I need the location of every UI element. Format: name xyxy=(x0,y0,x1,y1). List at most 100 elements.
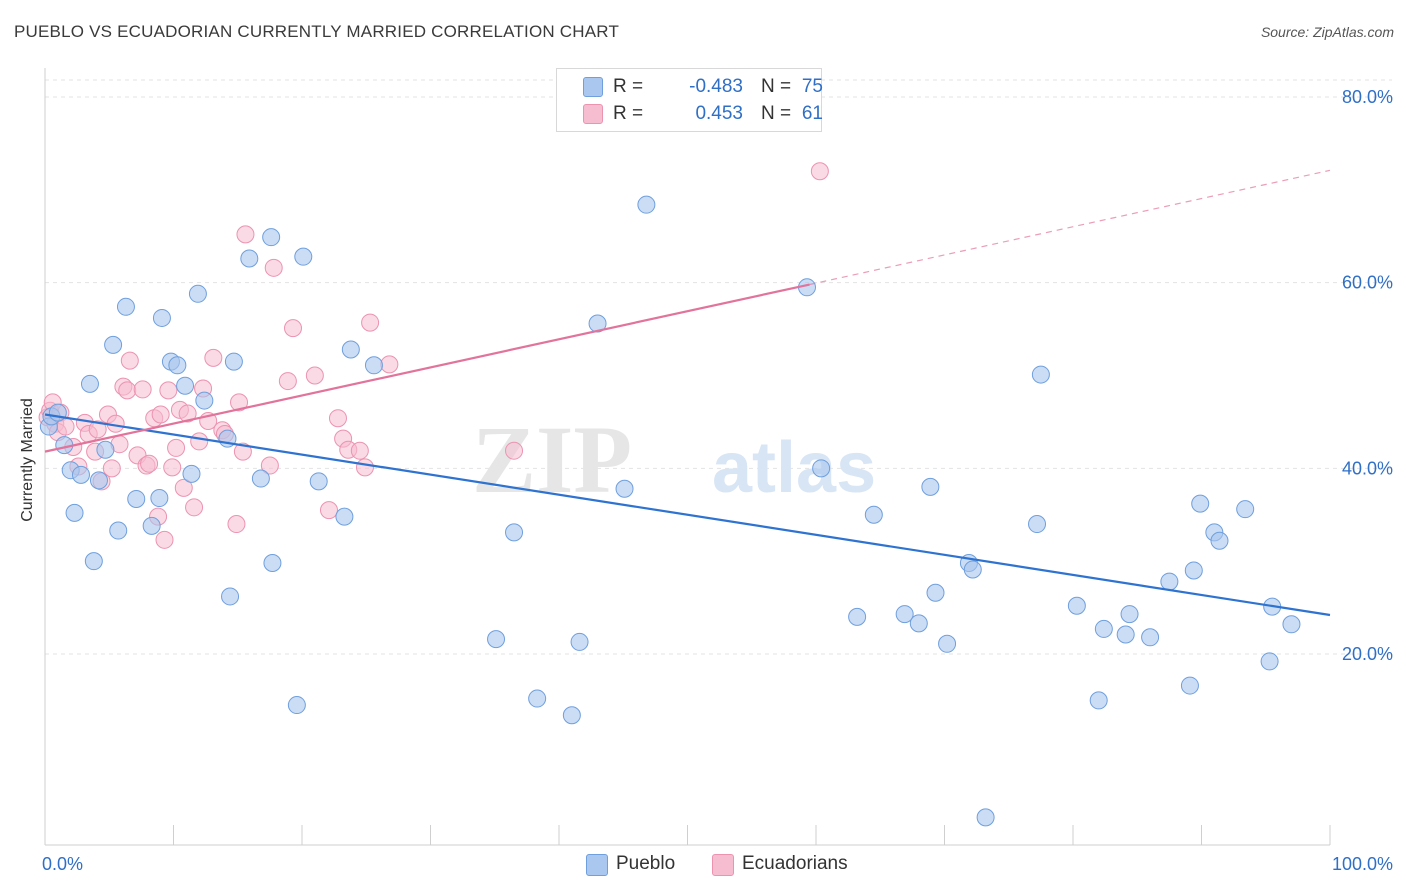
pueblo-point xyxy=(570,632,589,651)
pueblo-point xyxy=(1236,500,1255,519)
pueblo-point xyxy=(263,554,282,573)
pueblo-point xyxy=(938,634,957,653)
pueblo-point xyxy=(615,479,634,498)
chart-title: PUEBLO VS ECUADORIAN CURRENTLY MARRIED C… xyxy=(14,22,620,41)
pueblo-point xyxy=(188,284,207,303)
pueblo-point xyxy=(1089,691,1108,710)
r-value: -0.483 xyxy=(689,76,743,97)
ecuadorian-point xyxy=(167,438,186,457)
ecuadorian-point xyxy=(260,456,279,475)
watermark-zip: ZIP xyxy=(472,406,632,513)
pueblo-point xyxy=(80,374,99,393)
series-legend: Pueblo Ecuadorians xyxy=(0,852,1406,878)
pueblo-point xyxy=(127,489,146,508)
pueblo-point xyxy=(224,352,243,371)
r-value: 0.453 xyxy=(695,103,743,124)
pueblo-point xyxy=(142,516,161,535)
r-label: R = xyxy=(613,76,644,97)
pueblo-point xyxy=(864,505,883,524)
pueblo-point xyxy=(84,552,103,571)
pueblo-point xyxy=(848,607,867,626)
ecuadorian-point xyxy=(264,258,283,277)
pueblo-point xyxy=(240,249,259,268)
pueblo-point xyxy=(963,560,982,579)
ecuadorian-point xyxy=(88,420,107,439)
pueblo-point xyxy=(1160,572,1179,591)
ecuadorian-trend-line xyxy=(44,283,810,453)
ecuadorian-point xyxy=(185,498,204,517)
correlation-legend: R = -0.483 N = 75 R = 0.453 N = 61 xyxy=(556,68,823,132)
pueblo-point xyxy=(309,472,328,491)
n-value: 61 xyxy=(801,103,823,124)
pueblo-point xyxy=(895,605,914,624)
pueblo-point xyxy=(287,696,306,715)
n-label: N = xyxy=(761,103,792,124)
y-tick-label: 40.0% xyxy=(1342,458,1393,478)
pueblo-point xyxy=(637,195,656,214)
ecuadorian-point xyxy=(159,381,178,400)
ecuadorian-point xyxy=(118,381,137,400)
ecuadorian-point xyxy=(319,501,338,520)
pueblo-point xyxy=(1067,596,1086,615)
pueblo-point xyxy=(182,464,201,483)
legend-label-ecuadorians: Ecuadorians xyxy=(742,853,848,874)
pueblo-swatch xyxy=(583,77,603,97)
pueblo-point xyxy=(48,403,67,422)
pueblo-point xyxy=(1180,676,1199,695)
ecuadorian-point xyxy=(230,393,249,412)
pueblo-point xyxy=(1260,652,1279,671)
pueblo-point xyxy=(335,507,354,526)
ecuadorian-point xyxy=(284,319,303,338)
ecuadorian-point xyxy=(155,530,174,549)
ecuadorian-point xyxy=(190,432,209,451)
ecuadorian-point xyxy=(163,458,182,477)
pueblo-point xyxy=(487,630,506,649)
pueblo-point xyxy=(812,459,831,478)
pueblo-point xyxy=(152,308,171,327)
tick-labels: 20.0% 40.0% 60.0% 80.0% 0.0% 100.0% xyxy=(42,87,1393,874)
pueblo-point xyxy=(926,583,945,602)
pueblo-point xyxy=(341,340,360,359)
pueblo-point xyxy=(1094,619,1113,638)
pueblo-swatch xyxy=(586,854,608,876)
pueblo-point xyxy=(96,440,115,459)
r-label: R = xyxy=(613,103,644,124)
ecuadorian-trend-extension xyxy=(809,169,1331,286)
ecuadorian-point xyxy=(133,380,152,399)
ecuadorian-point xyxy=(102,459,121,478)
ecuadorian-point xyxy=(174,478,193,497)
pueblo-point xyxy=(921,477,940,496)
x-tick-label-right: 100.0% xyxy=(1332,854,1393,874)
pueblo-point xyxy=(109,521,128,540)
y-tick-label: 60.0% xyxy=(1342,273,1393,293)
pueblo-point xyxy=(176,376,195,395)
pueblo-point xyxy=(71,465,90,484)
pueblo-point xyxy=(976,808,995,827)
legend-label-pueblo: Pueblo xyxy=(616,853,676,874)
axes xyxy=(44,68,1331,846)
ecuadorian-point xyxy=(278,372,297,391)
pueblo-point xyxy=(116,297,135,316)
pueblo-point xyxy=(1120,605,1139,624)
x-tick-label-left: 0.0% xyxy=(42,854,83,874)
ecuadorian-point xyxy=(140,454,159,473)
ecuadorian-point xyxy=(233,442,252,461)
pueblo-point xyxy=(1184,561,1203,580)
pueblo-point xyxy=(588,314,607,333)
pueblo-trend-line xyxy=(44,413,1331,617)
pueblo-point xyxy=(1141,628,1160,647)
ecuadorian-swatch xyxy=(712,854,734,876)
pueblo-point xyxy=(221,587,240,606)
ecuadorian-point xyxy=(380,355,399,374)
pueblo-point xyxy=(89,471,108,490)
trend-lines xyxy=(44,169,1331,617)
pueblo-point xyxy=(262,228,281,247)
pueblo-point xyxy=(1191,494,1210,513)
ecuadorian-point xyxy=(227,515,246,534)
pueblo-point xyxy=(168,356,187,375)
ecuadorian-point xyxy=(328,409,347,428)
pueblo-point xyxy=(909,614,928,633)
ecuadorian-point xyxy=(305,366,324,385)
pueblo-point xyxy=(150,489,169,508)
